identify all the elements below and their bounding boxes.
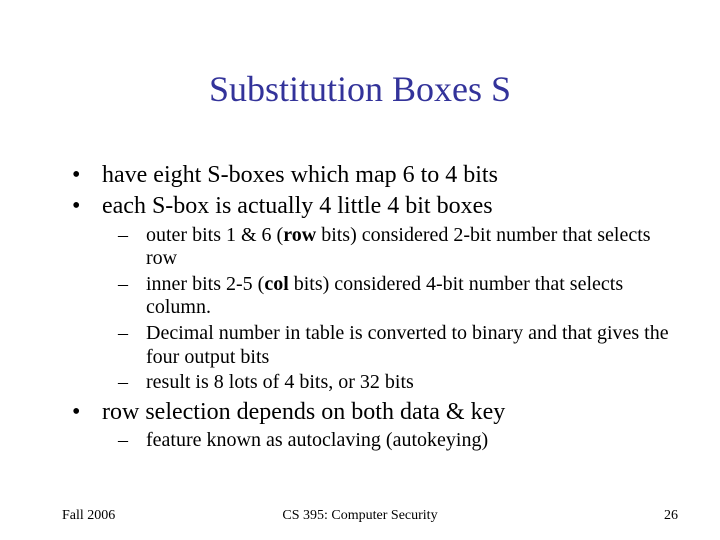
bullet-dot-icon: •	[72, 192, 102, 220]
bullet-dot-icon: •	[72, 161, 102, 189]
bullet-text: Decimal number in table is converted to …	[146, 322, 678, 369]
bold-text: col	[264, 273, 288, 295]
bullet-text: feature known as autoclaving (autokeying…	[146, 429, 678, 453]
t: inner bits 2-5 (	[146, 273, 264, 295]
slide: Substitution Boxes S • have eight S-boxe…	[0, 0, 720, 540]
bullet-text: row selection depends on both data & key	[102, 398, 678, 426]
bullet-dash-icon: –	[118, 273, 146, 320]
bullet-level1: • have eight S-boxes which map 6 to 4 bi…	[72, 161, 678, 189]
t: outer bits 1 & 6 (	[146, 224, 283, 246]
bullet-level2: – Decimal number in table is converted t…	[118, 322, 678, 369]
bullet-dash-icon: –	[118, 224, 146, 271]
bullet-level2: – result is 8 lots of 4 bits, or 32 bits	[118, 371, 678, 395]
bullet-dot-icon: •	[72, 398, 102, 426]
bullet-level2: – inner bits 2-5 (col bits) considered 4…	[118, 273, 678, 320]
bullet-dash-icon: –	[118, 322, 146, 369]
footer-center: CS 395: Computer Security	[0, 508, 720, 524]
bullet-text: inner bits 2-5 (col bits) considered 4-b…	[146, 273, 678, 320]
bullet-level2: – feature known as autoclaving (autokeyi…	[118, 429, 678, 453]
bullet-level2: – outer bits 1 & 6 (row bits) considered…	[118, 224, 678, 271]
bullet-text: outer bits 1 & 6 (row bits) considered 2…	[146, 224, 678, 271]
bullet-text: result is 8 lots of 4 bits, or 32 bits	[146, 371, 678, 395]
bullet-text: each S-box is actually 4 little 4 bit bo…	[102, 192, 678, 220]
bullet-text: have eight S-boxes which map 6 to 4 bits	[102, 161, 678, 189]
bullet-level1: • each S-box is actually 4 little 4 bit …	[72, 192, 678, 220]
footer-page: 26	[664, 508, 678, 524]
bold-text: row	[283, 224, 316, 246]
slide-title: Substitution Boxes S	[0, 68, 720, 110]
bullet-level1: • row selection depends on both data & k…	[72, 398, 678, 426]
bullet-dash-icon: –	[118, 429, 146, 453]
bullet-dash-icon: –	[118, 371, 146, 395]
slide-body: • have eight S-boxes which map 6 to 4 bi…	[72, 158, 678, 455]
